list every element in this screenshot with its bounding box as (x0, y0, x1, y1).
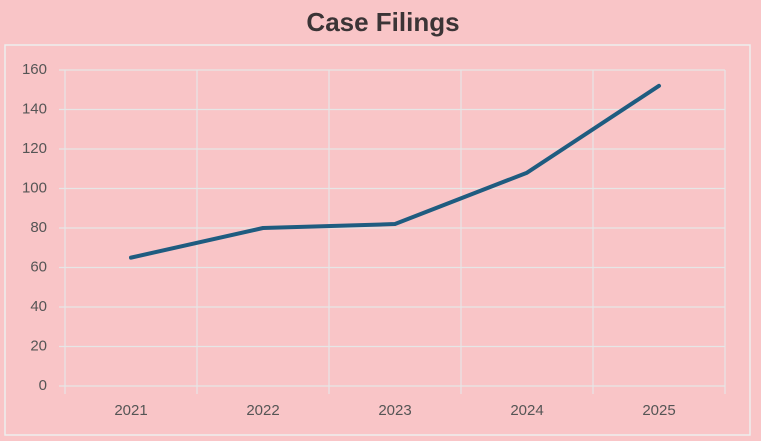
y-tick-label: 20 (30, 337, 47, 354)
chart-title: Case Filings (306, 7, 459, 37)
x-tick-label: 2021 (114, 402, 147, 419)
y-tick-label: 60 (30, 258, 47, 275)
x-tick-label: 2022 (246, 402, 279, 419)
chart-border (4, 44, 751, 436)
y-tick-label: 80 (30, 219, 47, 236)
y-tick-label: 100 (22, 179, 47, 196)
y-tick-label: 160 (22, 61, 47, 78)
x-tick-label: 2024 (510, 402, 543, 419)
x-tick-label: 2023 (378, 402, 411, 419)
data-line (129, 83, 661, 260)
x-tick-label: 2025 (642, 402, 675, 419)
y-tick-label: 140 (22, 100, 47, 117)
y-tick-label: 120 (22, 140, 47, 157)
y-tick-label: 40 (30, 298, 47, 315)
y-tick-label: 0 (39, 377, 47, 394)
